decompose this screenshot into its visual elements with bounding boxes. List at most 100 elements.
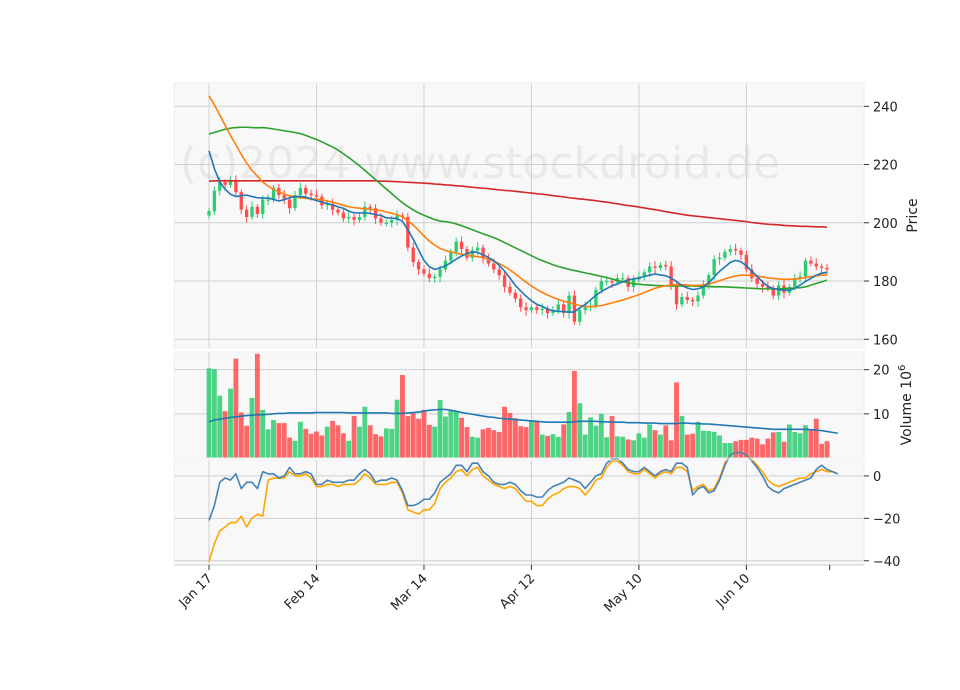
candle-body [578,310,582,322]
candle-body [347,216,351,219]
volume-bar [432,426,438,458]
candle-body [701,285,706,296]
candle-body [282,195,286,200]
candle-body [271,187,276,200]
volume-bar [813,418,819,458]
volume-bar [480,429,486,458]
candle-body [309,193,313,196]
price-axis-tick-label: 200 [873,217,898,232]
candle-body [814,263,818,267]
candle-body [766,286,770,289]
volume-bar [733,441,739,458]
candle-body [341,212,346,219]
panel-frame [173,82,865,349]
volume-bar [330,420,336,458]
candle-body [497,269,501,276]
volume-bar [534,421,540,458]
volume-bar [222,411,228,458]
candle-body [723,251,727,258]
volume-axis-title: Volume 106 [897,365,915,446]
volume-bar [469,436,475,458]
volume-bar [211,369,217,458]
candle-body [422,269,426,274]
volume-bar [765,438,771,458]
candle-body [239,192,243,210]
price-axis-tick-label: 220 [873,159,898,174]
candle-body [255,206,260,215]
candle-body [212,190,217,212]
price-axis-tick-label: 160 [873,333,898,348]
volume-bar [824,441,830,458]
volume-bar [545,435,550,458]
volume-bar [700,430,706,458]
volume-bar [496,431,502,458]
candle-body [298,187,303,196]
candle-body [433,276,437,279]
candle-body [707,275,711,286]
volume-bar [416,418,422,458]
volume-bar [529,420,534,458]
volume-bar [228,388,233,458]
volume-bar [770,432,776,458]
candle-body [755,278,759,284]
volume-bar [271,420,276,458]
candle-body [492,263,496,270]
candle-body [395,215,399,220]
candle-body [690,299,695,302]
candle-body [481,247,485,258]
volume-bar [657,434,663,458]
volume-bar [577,403,583,458]
candle-body [653,266,657,268]
volume-bar [292,440,298,458]
price-axis-tick-label: 180 [873,275,898,290]
volume-bar [383,428,389,458]
volume-bar [244,425,250,458]
volume-bar [781,441,787,458]
candle-body [545,308,550,314]
volume-bar [711,431,717,458]
candle-body [470,250,474,258]
volume-bar [437,400,443,458]
volume-bar [566,412,572,458]
candle-body [669,266,673,286]
volume-bar [233,358,239,458]
candle-body [664,265,668,267]
volume-bar [572,370,577,458]
candle-body [798,276,802,279]
volume-bar [614,436,620,458]
candle-body [567,295,571,314]
volume-bar [598,413,604,458]
candle-body [293,195,297,209]
candle-body [449,251,453,261]
volume-bar [631,440,636,458]
candle-body [438,269,442,277]
volume-bar [464,427,470,458]
candle-body [320,196,324,206]
candle-body [760,283,765,287]
volume-bar [588,417,593,458]
candle-body [384,222,389,224]
price-axis-title: Price [905,198,921,232]
oscillator-axis-tick-label: 0 [873,470,881,485]
candle-body [207,211,211,216]
volume-bar [593,425,599,458]
candle-body [750,269,754,279]
volume-bar [400,374,405,458]
volume-bar [684,434,690,458]
volume-bar [357,426,362,458]
candle-body [529,307,534,311]
volume-bar [394,399,400,458]
volume-bar [459,417,464,458]
candle-body [406,216,410,248]
candle-body [733,248,738,251]
volume-bar [776,431,782,458]
volume-bar [625,439,631,458]
candle-body [266,199,270,201]
volume-bar [717,435,722,458]
volume-bar [539,434,545,458]
volume-bar [491,430,497,458]
candle-body [250,206,254,217]
volume-bar [749,437,755,458]
volume-bar [743,439,749,458]
candle-body [610,281,614,283]
